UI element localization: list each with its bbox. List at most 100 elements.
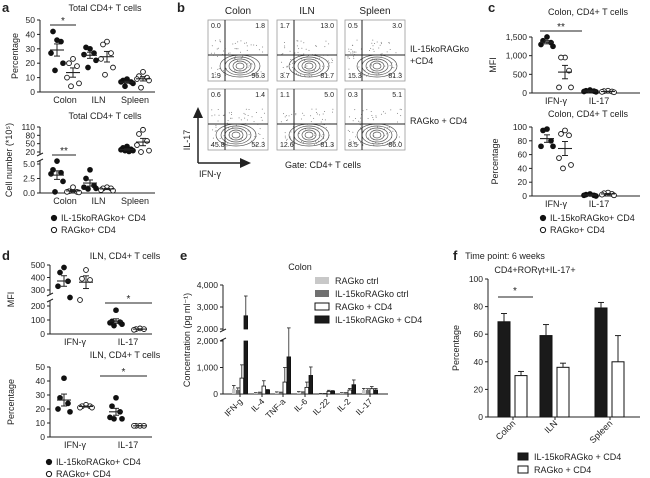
event-dot	[349, 139, 351, 141]
data-point-filled	[113, 394, 119, 401]
chart-subtitle: CD4+RORγt+IL-17+	[494, 265, 575, 275]
event-dot	[284, 137, 286, 139]
event-dot	[216, 48, 218, 50]
data-point-filled	[122, 83, 128, 90]
event-dot	[226, 145, 228, 147]
event-dot	[320, 68, 322, 70]
quadrant-value-ul: 1.1	[280, 92, 290, 99]
data-point-open	[66, 60, 72, 67]
significance-label: **	[60, 146, 68, 157]
event-dot	[262, 141, 264, 143]
event-dot	[298, 132, 300, 134]
bar	[319, 393, 323, 395]
data-point-open	[558, 54, 564, 61]
data-point-filled	[119, 415, 125, 422]
data-point-open	[138, 149, 144, 155]
y-tick-label: 200	[31, 301, 45, 311]
y-tick-label: 300	[31, 285, 45, 295]
event-dot	[214, 114, 216, 116]
column-label: Spleen	[359, 6, 390, 17]
event-dot	[352, 140, 354, 142]
event-dot	[324, 111, 326, 113]
data-point-open	[104, 38, 110, 45]
data-point-filled	[593, 89, 599, 95]
gate-label: Gate: CD4+ T cells	[285, 160, 361, 170]
event-dot	[332, 60, 334, 62]
event-dot	[372, 39, 374, 41]
data-point-filled	[550, 143, 556, 150]
event-dot	[384, 65, 386, 67]
legend-swatch	[517, 465, 529, 474]
y-tick-label: 0	[522, 191, 527, 201]
data-point-filled	[48, 50, 54, 56]
y-axis-label: MFI	[488, 57, 498, 73]
event-dot	[353, 57, 355, 59]
event-dot	[316, 45, 318, 47]
event-dot	[296, 45, 298, 47]
y-tick-label: 0	[213, 389, 218, 399]
bar	[261, 385, 266, 395]
category-label: Colon	[494, 418, 518, 442]
event-dot	[234, 48, 236, 50]
event-dot	[321, 135, 323, 137]
data-point-open	[556, 155, 562, 161]
event-dot	[248, 109, 250, 111]
y-tick-label: 20	[36, 404, 46, 414]
legend-label: RAGko+ CD4	[550, 225, 605, 235]
data-point-filled	[93, 57, 99, 64]
event-dot	[223, 135, 225, 137]
event-dot	[325, 127, 327, 129]
event-dot	[375, 115, 377, 117]
event-dot	[354, 109, 356, 111]
contour-line	[372, 131, 382, 139]
y-tick-label: 0	[522, 88, 527, 98]
event-dot	[390, 109, 392, 111]
event-dot	[327, 60, 329, 62]
event-dot	[295, 113, 297, 115]
data-point-filled	[119, 321, 125, 328]
bar	[243, 340, 248, 395]
event-dot	[319, 57, 321, 59]
panel-letter: b	[177, 0, 185, 15]
event-dot	[348, 68, 350, 70]
y-tick-label: 10	[26, 73, 36, 83]
event-dot	[246, 42, 248, 44]
y-tick-label: 40	[36, 376, 46, 386]
category-label: IL-17	[354, 396, 375, 417]
event-dot	[324, 119, 326, 121]
bar	[366, 390, 370, 394]
data-point-filled	[67, 408, 73, 415]
data-point-open	[64, 188, 70, 195]
event-dot	[400, 109, 402, 111]
contour-line	[301, 60, 317, 72]
data-point-open	[74, 63, 80, 69]
legend-label: IL-15koRAGko+ CD4	[550, 213, 635, 223]
event-dot	[218, 68, 220, 70]
data-point-filled	[93, 185, 99, 192]
event-dot	[211, 45, 213, 47]
event-dot	[240, 40, 242, 42]
y-tick-label: 110	[21, 122, 35, 132]
panel-letter: f	[453, 248, 458, 263]
event-dot	[283, 42, 285, 44]
event-dot	[238, 117, 240, 119]
y-tick-label: 20	[518, 177, 528, 187]
quadrant-value-ll: 15.3	[348, 73, 362, 80]
y-tick-label: 100	[31, 315, 45, 325]
event-dot	[284, 135, 286, 137]
legend-label: IL-15koRAGko+ CD4	[56, 457, 141, 467]
event-dot	[395, 64, 397, 66]
event-dot	[313, 144, 315, 146]
event-dot	[350, 141, 352, 143]
event-dot	[283, 72, 285, 74]
event-dot	[329, 62, 331, 64]
y-tick-label: 20	[26, 58, 36, 68]
event-dot	[393, 67, 395, 69]
contour-line	[220, 125, 252, 145]
event-dot	[399, 71, 401, 73]
event-dot	[262, 51, 264, 53]
category-label: Spleen	[121, 95, 149, 105]
event-dot	[316, 113, 318, 115]
event-dot	[219, 137, 221, 139]
event-dot	[367, 73, 369, 75]
